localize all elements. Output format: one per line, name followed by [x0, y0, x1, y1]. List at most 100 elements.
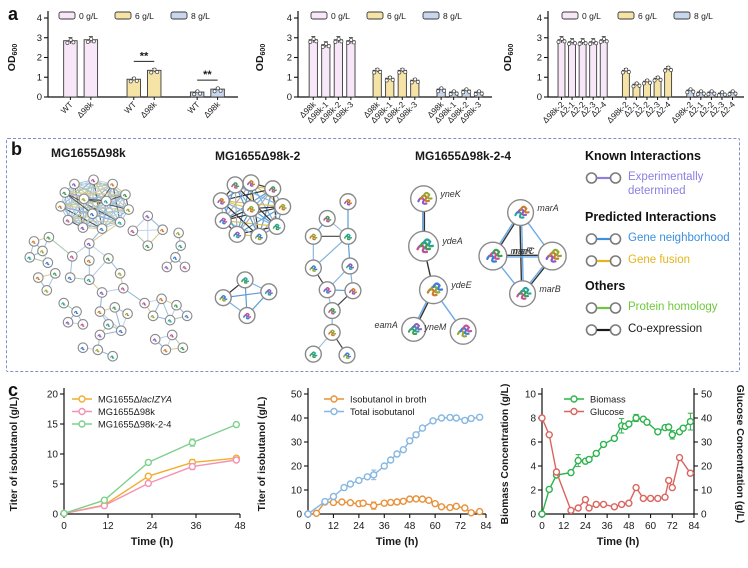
svg-text:84: 84 [688, 521, 700, 532]
legend-item-co-expression: Co-expression [585, 322, 741, 337]
svg-text:24: 24 [353, 521, 365, 532]
edge-glyph-experimentally-determined [585, 172, 622, 184]
svg-text:1: 1 [37, 72, 42, 83]
svg-text:MG1655Δ98k-2-4: MG1655Δ98k-2-4 [98, 419, 171, 429]
svg-text:2: 2 [287, 53, 292, 64]
svg-text:yneK: yneK [439, 189, 461, 199]
svg-text:eamA: eamA [375, 320, 398, 330]
svg-text:15: 15 [47, 420, 59, 431]
legend-item-gene-fusion: Gene fusion [585, 253, 741, 268]
svg-text:4: 4 [537, 13, 542, 24]
network-legend: Known Interactions Experimentally determ… [585, 149, 741, 337]
svg-text:Biomass: Biomass [590, 394, 626, 404]
svg-text:Glucose Concentration (g/L): Glucose Concentration (g/L) [734, 385, 745, 523]
svg-text:Biomass Concentration (g/L): Biomass Concentration (g/L) [500, 384, 511, 525]
panel-c: c 0 5 10 15 20 0 12 24 36 48 Time (h) Titer of isob… [0, 376, 748, 568]
svg-text:OD600: OD600 [502, 44, 515, 72]
svg-text:OD600: OD600 [254, 44, 267, 72]
svg-text:0: 0 [52, 510, 58, 521]
svg-text:2: 2 [37, 53, 42, 64]
panel-c-letter: c [8, 380, 19, 400]
svg-text:Δ98k: Δ98k [138, 99, 159, 120]
panel-b-letter: b [11, 139, 22, 159]
panel-a-letter: a [8, 4, 19, 24]
line-chart-isobutanol-strains: 0 5 10 15 20 0 12 24 36 48 Time (h) Titer of isobut… [9, 388, 246, 548]
svg-text:**: ** [140, 50, 149, 62]
svg-text:6 g/L: 6 g/L [638, 11, 657, 21]
svg-text:20: 20 [291, 462, 303, 473]
svg-text:36: 36 [379, 521, 391, 532]
svg-text:24: 24 [146, 521, 158, 532]
svg-text:marB: marB [539, 284, 560, 294]
svg-text:40: 40 [291, 414, 303, 425]
svg-text:48: 48 [623, 521, 635, 532]
svg-text:60: 60 [430, 521, 442, 532]
svg-text:MG1655Δ98k: MG1655Δ98k [98, 407, 155, 417]
legend-label: Gene fusion [628, 253, 691, 266]
svg-text:Time (h): Time (h) [597, 536, 640, 548]
svg-text:8 g/L: 8 g/L [694, 11, 713, 21]
legend-label: Gene neighborhood [628, 231, 730, 244]
svg-text:1: 1 [537, 72, 542, 83]
svg-text:84: 84 [480, 521, 492, 532]
svg-text:0 g/L: 0 g/L [79, 11, 98, 21]
svg-text:2: 2 [530, 486, 536, 497]
svg-text:Δ98k: Δ98k [202, 99, 223, 120]
svg-text:4: 4 [530, 462, 536, 473]
svg-text:2: 2 [537, 53, 542, 64]
panel-b: b MG1655Δ98k MG1655Δ98k-2 MG1655Δ98k-2-4… [6, 138, 740, 372]
svg-text:yneM: yneM [424, 322, 447, 332]
svg-text:Total isobutanol: Total isobutanol [350, 407, 415, 417]
svg-text:48: 48 [404, 521, 416, 532]
svg-text:0: 0 [537, 92, 542, 103]
svg-text:8 g/L: 8 g/L [191, 11, 210, 21]
svg-text:Time (h): Time (h) [131, 536, 174, 548]
svg-text:48: 48 [234, 521, 246, 532]
edge-glyph-co-expression [585, 323, 622, 336]
svg-text:72: 72 [667, 521, 679, 532]
svg-text:36: 36 [190, 521, 202, 532]
svg-text:0: 0 [61, 521, 67, 532]
svg-text:50: 50 [291, 390, 303, 401]
network-title-1: MG1655Δ98k [51, 146, 126, 160]
svg-text:0: 0 [37, 92, 42, 103]
svg-text:8: 8 [530, 414, 536, 425]
legend-item-experimentally-determined: Experimentally determined [585, 170, 741, 199]
svg-text:30: 30 [701, 438, 713, 449]
svg-text:marA: marA [537, 203, 558, 213]
svg-text:WT: WT [185, 99, 201, 115]
legend-label: Co-expression [628, 322, 703, 335]
svg-text:ydeA: ydeA [441, 236, 462, 246]
svg-text:0: 0 [701, 510, 707, 521]
svg-text:40: 40 [701, 414, 713, 425]
svg-text:3: 3 [37, 33, 42, 44]
svg-text:3: 3 [287, 33, 292, 44]
svg-text:Time (h): Time (h) [376, 536, 419, 548]
svg-text:10: 10 [47, 450, 59, 461]
svg-text:12: 12 [328, 521, 340, 532]
svg-text:0: 0 [539, 521, 545, 532]
svg-text:12: 12 [558, 521, 570, 532]
svg-text:0: 0 [305, 521, 311, 532]
legend-header-predicted: Predicted Interactions [585, 209, 717, 224]
svg-text:Isobutanol in broth: Isobutanol in broth [350, 394, 427, 404]
svg-text:WT: WT [122, 99, 138, 115]
network-diagram-d98k-2 [212, 174, 362, 364]
svg-text:60: 60 [645, 521, 657, 532]
network-title-3: MG1655Δ98k-2-4 [415, 149, 512, 163]
network-title-2: MG1655Δ98k-2 [215, 149, 301, 163]
svg-text:20: 20 [47, 390, 59, 401]
svg-text:50: 50 [701, 390, 713, 401]
svg-text:OD600: OD600 [6, 44, 19, 72]
svg-text:24: 24 [580, 521, 592, 532]
svg-text:0 g/L: 0 g/L [582, 11, 601, 21]
edge-glyph-gene-neighborhood [585, 232, 622, 245]
edge-glyph-protein-homology [585, 301, 622, 314]
svg-text:Glucose: Glucose [590, 407, 624, 417]
svg-text:5: 5 [52, 480, 58, 491]
